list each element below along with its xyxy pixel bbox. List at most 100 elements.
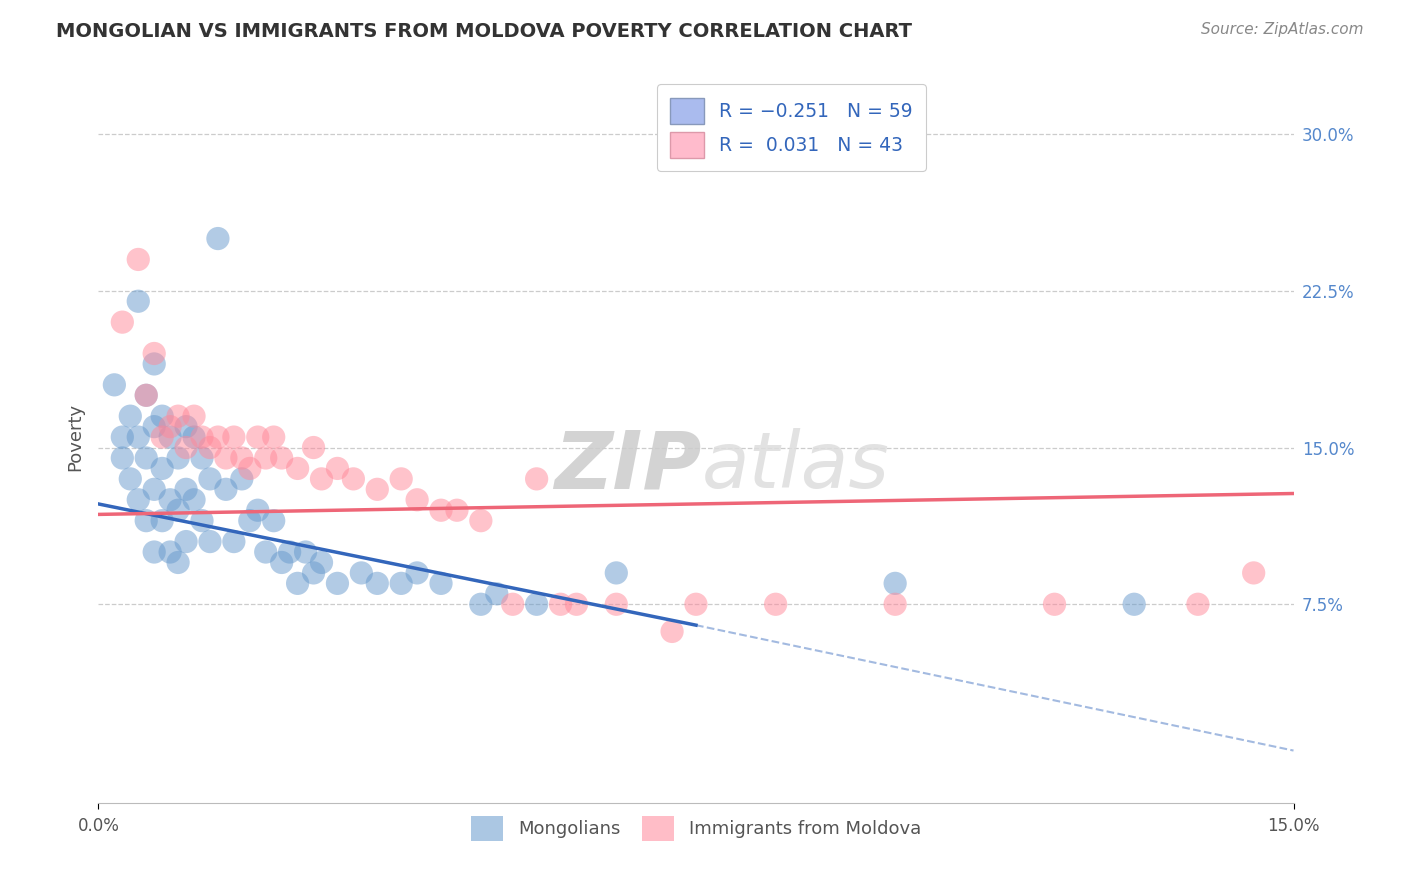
Point xyxy=(389,472,412,486)
Point xyxy=(239,514,262,528)
Point xyxy=(183,409,205,424)
Point xyxy=(302,566,325,580)
Point xyxy=(222,534,245,549)
Point xyxy=(263,430,285,444)
Point xyxy=(111,315,134,329)
Point xyxy=(215,483,238,497)
Point xyxy=(135,388,157,402)
Point xyxy=(198,441,221,455)
Point xyxy=(254,545,277,559)
Point xyxy=(174,483,197,497)
Point xyxy=(167,556,190,570)
Point xyxy=(174,534,197,549)
Point xyxy=(406,566,429,580)
Point xyxy=(150,461,173,475)
Point xyxy=(183,492,205,507)
Point xyxy=(167,450,190,465)
Y-axis label: Poverty: Poverty xyxy=(66,403,84,471)
Point xyxy=(526,472,548,486)
Point xyxy=(207,430,229,444)
Point xyxy=(294,545,316,559)
Point xyxy=(287,576,309,591)
Point xyxy=(278,545,301,559)
Point xyxy=(167,409,190,424)
Point xyxy=(430,503,453,517)
Point xyxy=(470,597,492,611)
Point xyxy=(661,624,683,639)
Point xyxy=(565,597,588,611)
Point xyxy=(1187,597,1209,611)
Point xyxy=(326,576,349,591)
Point xyxy=(143,545,166,559)
Point xyxy=(174,419,197,434)
Point xyxy=(884,576,907,591)
Text: atlas: atlas xyxy=(702,428,890,504)
Point xyxy=(127,430,149,444)
Point xyxy=(1243,566,1265,580)
Point xyxy=(127,252,149,267)
Point xyxy=(366,576,388,591)
Point xyxy=(287,461,309,475)
Point xyxy=(326,461,349,475)
Point xyxy=(406,492,429,507)
Point xyxy=(207,231,229,245)
Point xyxy=(143,346,166,360)
Point xyxy=(159,430,181,444)
Point xyxy=(135,514,157,528)
Point xyxy=(254,450,277,465)
Point xyxy=(446,503,468,517)
Point xyxy=(135,450,157,465)
Point xyxy=(239,461,262,475)
Point xyxy=(502,597,524,611)
Point xyxy=(143,483,166,497)
Point xyxy=(605,566,627,580)
Point xyxy=(884,597,907,611)
Point xyxy=(159,545,181,559)
Point xyxy=(605,597,627,611)
Point xyxy=(550,597,572,611)
Point xyxy=(111,450,134,465)
Point xyxy=(263,514,285,528)
Point xyxy=(246,503,269,517)
Point xyxy=(191,514,214,528)
Point xyxy=(366,483,388,497)
Point xyxy=(103,377,125,392)
Point xyxy=(389,576,412,591)
Point xyxy=(135,388,157,402)
Point xyxy=(685,597,707,611)
Point xyxy=(302,441,325,455)
Point xyxy=(765,597,787,611)
Legend: Mongolians, Immigrants from Moldova: Mongolians, Immigrants from Moldova xyxy=(464,809,928,848)
Point xyxy=(430,576,453,591)
Point xyxy=(191,450,214,465)
Point xyxy=(198,472,221,486)
Text: ZIP: ZIP xyxy=(554,427,702,506)
Point xyxy=(120,409,142,424)
Point xyxy=(1123,597,1146,611)
Point xyxy=(198,534,221,549)
Point xyxy=(470,514,492,528)
Point xyxy=(1043,597,1066,611)
Point xyxy=(150,409,173,424)
Point xyxy=(222,430,245,444)
Point xyxy=(143,357,166,371)
Point xyxy=(311,472,333,486)
Point xyxy=(159,419,181,434)
Point xyxy=(270,556,292,570)
Point xyxy=(270,450,292,465)
Point xyxy=(342,472,364,486)
Point xyxy=(111,430,134,444)
Point xyxy=(485,587,508,601)
Point xyxy=(311,556,333,570)
Point xyxy=(246,430,269,444)
Point xyxy=(143,419,166,434)
Point xyxy=(183,430,205,444)
Point xyxy=(231,450,253,465)
Point xyxy=(350,566,373,580)
Point xyxy=(127,492,149,507)
Text: Source: ZipAtlas.com: Source: ZipAtlas.com xyxy=(1201,22,1364,37)
Point xyxy=(167,503,190,517)
Point xyxy=(215,450,238,465)
Point xyxy=(120,472,142,486)
Point xyxy=(526,597,548,611)
